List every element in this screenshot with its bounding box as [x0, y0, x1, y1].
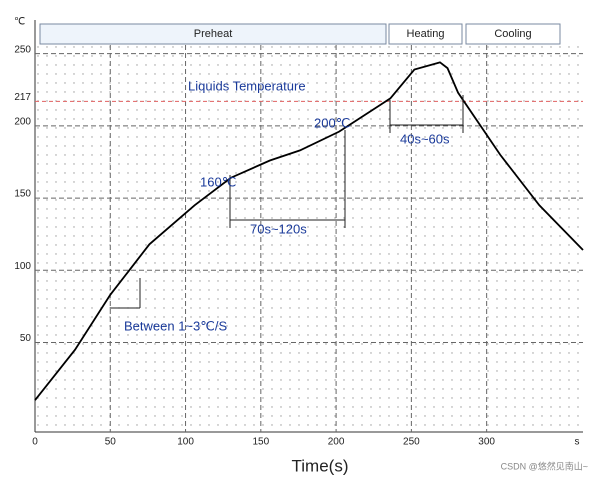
x-tick-label: 0 [32, 437, 38, 448]
x-tick-label: 250 [403, 437, 420, 448]
annotation: 160℃ [200, 174, 236, 189]
plot-background [35, 45, 583, 432]
annotation: 40s~60s [400, 131, 450, 146]
y-tick-label: 250 [14, 44, 31, 55]
y-tick-label: 150 [14, 189, 31, 200]
liquidus-label: Liquids Temperature [188, 78, 306, 93]
x-tick-label: 300 [478, 437, 495, 448]
phase-label: Heating [407, 28, 445, 40]
y-tick-label: 50 [20, 333, 32, 344]
phase-label: Cooling [494, 28, 531, 40]
x-tick-label: s [574, 437, 579, 448]
x-tick-label: 50 [105, 437, 117, 448]
x-tick-label: 200 [328, 437, 345, 448]
watermark: CSDN @悠然见南山~ [501, 460, 588, 471]
phase-box [388, 23, 463, 45]
phase-label: Preheat [194, 28, 233, 40]
x-axis-label: Time(s) [292, 456, 349, 475]
annotation: 70s~120s [250, 221, 307, 236]
annotation: Between 1~3℃/S [124, 318, 227, 333]
x-tick-label: 150 [252, 437, 269, 448]
phase-box [465, 23, 561, 45]
y-unit: ℃ [14, 17, 25, 28]
phase-box [39, 23, 387, 45]
y-tick-label: 100 [14, 261, 31, 272]
profile-line [34, 61, 584, 401]
y-tick-label: 217 [14, 92, 31, 103]
y-tick-label: 200 [14, 117, 31, 128]
x-tick-label: 100 [177, 437, 194, 448]
annotation: 200℃ [314, 115, 350, 130]
